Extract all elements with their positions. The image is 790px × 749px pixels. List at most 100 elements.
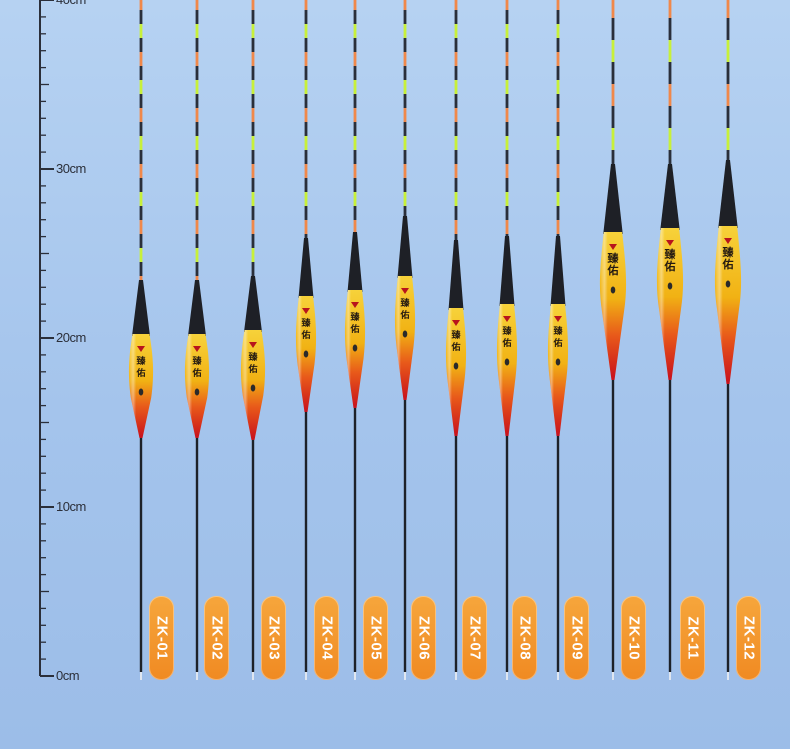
float-12: 臻佑 xyxy=(714,0,742,680)
float-tip-segment xyxy=(556,234,560,236)
float-tip-segment xyxy=(668,62,672,84)
float-1: 臻佑 xyxy=(128,0,154,680)
float-tip-segment xyxy=(505,66,509,80)
float-tip-segment xyxy=(139,276,143,280)
float-tip-segment xyxy=(251,164,255,178)
float-stem-tip xyxy=(196,672,198,680)
model-tag: ZK-02 xyxy=(204,596,229,680)
float-tip-segment xyxy=(353,38,357,52)
model-tag: ZK-10 xyxy=(621,596,646,680)
model-tag: ZK-12 xyxy=(736,596,761,680)
float-tip-segment xyxy=(195,150,199,164)
float-tip-segment xyxy=(304,80,308,94)
float-11: 臻佑 xyxy=(656,0,684,680)
float-stem xyxy=(251,440,255,672)
brand-logo-icon xyxy=(554,316,562,322)
float-badge xyxy=(303,350,309,358)
float-tip-segment xyxy=(195,262,199,276)
float-tip-segment xyxy=(556,24,560,38)
model-code: ZK-05 xyxy=(367,615,384,661)
float-brand-char: 臻 xyxy=(502,325,512,337)
float-tip-segment xyxy=(251,122,255,136)
float-tip-segment xyxy=(403,150,407,164)
float-shine xyxy=(240,330,253,440)
float-tip-segment xyxy=(251,220,255,234)
float-tip-segment xyxy=(556,94,560,108)
float-tip-segment xyxy=(611,18,615,40)
float-tip-segment xyxy=(195,248,199,262)
model-code: ZK-07 xyxy=(466,615,483,661)
float-tip-segment xyxy=(195,122,199,136)
ruler-label: 0cm xyxy=(56,668,80,683)
float-tip-segment xyxy=(139,234,143,248)
float-tip-segment xyxy=(251,108,255,122)
float-tip-segment xyxy=(139,150,143,164)
float-tip-segment xyxy=(195,192,199,206)
float-tip-segment xyxy=(505,38,509,52)
float-brand-char: 臻 xyxy=(607,251,620,265)
float-tip-segment xyxy=(505,234,509,236)
float-tip-segment xyxy=(353,206,357,220)
float-tip-segment xyxy=(726,62,730,84)
float-tip-segment xyxy=(353,66,357,80)
float-badge xyxy=(402,330,408,338)
float-badge xyxy=(138,388,144,396)
float-tip-segment xyxy=(251,234,255,248)
float-tip-segment xyxy=(304,24,308,38)
float-tip-segment xyxy=(454,178,458,192)
float-tip-segment xyxy=(505,150,509,164)
float-brand-char: 佑 xyxy=(135,367,145,379)
float-stem-tip xyxy=(455,672,457,680)
model-tag: ZK-08 xyxy=(512,596,537,680)
float-shine xyxy=(714,226,728,384)
float-tip-segment xyxy=(251,192,255,206)
model-tag: ZK-06 xyxy=(411,596,436,680)
float-tip-segment xyxy=(505,10,509,24)
float-brand-char: 佑 xyxy=(300,329,310,341)
float-stem-tip xyxy=(305,672,307,680)
float-tip-segment xyxy=(556,38,560,52)
float-stem-tip xyxy=(506,672,508,680)
float-tip-segment xyxy=(304,38,308,52)
brand-logo-icon xyxy=(351,302,359,308)
float-tip-segment xyxy=(353,150,357,164)
float-tip-segment xyxy=(251,24,255,38)
float-tip-segment xyxy=(454,164,458,178)
float-tip-segment xyxy=(195,206,199,220)
float-tip-segment xyxy=(304,206,308,220)
float-tip-segment xyxy=(139,80,143,94)
float-tip-segment xyxy=(139,10,143,24)
float-tip-segment xyxy=(611,62,615,84)
float-tip-segment xyxy=(403,136,407,150)
float-tip-segment xyxy=(556,150,560,164)
float-tip-segment xyxy=(403,38,407,52)
float-tip-segment xyxy=(611,40,615,62)
float-stem xyxy=(611,380,615,672)
float-tip-segment xyxy=(556,206,560,220)
float-tip-segment xyxy=(304,234,308,238)
float-badge xyxy=(194,388,200,396)
float-tip-segment xyxy=(403,10,407,24)
ruler-label: 40cm xyxy=(56,0,86,7)
float-shine xyxy=(128,334,141,438)
float-tip-segment xyxy=(251,262,255,276)
float-tip-segment xyxy=(195,234,199,248)
float-tip-segment xyxy=(556,108,560,122)
float-stem xyxy=(304,412,308,672)
float-tip-segment xyxy=(403,24,407,38)
float-shine xyxy=(184,334,197,438)
float-brand-char: 佑 xyxy=(349,323,359,335)
float-tip-segment xyxy=(304,94,308,108)
float-badge xyxy=(667,282,673,290)
float-tip-segment xyxy=(139,108,143,122)
brand-logo-icon xyxy=(137,346,145,352)
float-cone xyxy=(603,164,623,234)
float-stem-tip xyxy=(140,672,142,680)
float-tip-segment xyxy=(454,0,458,10)
float-tip-segment xyxy=(139,66,143,80)
float-stem xyxy=(505,436,509,672)
float-tip-segment xyxy=(139,248,143,262)
float-tip-segment xyxy=(505,94,509,108)
float-5: 臻佑 xyxy=(344,0,366,680)
float-brand-char: 佑 xyxy=(450,341,460,353)
